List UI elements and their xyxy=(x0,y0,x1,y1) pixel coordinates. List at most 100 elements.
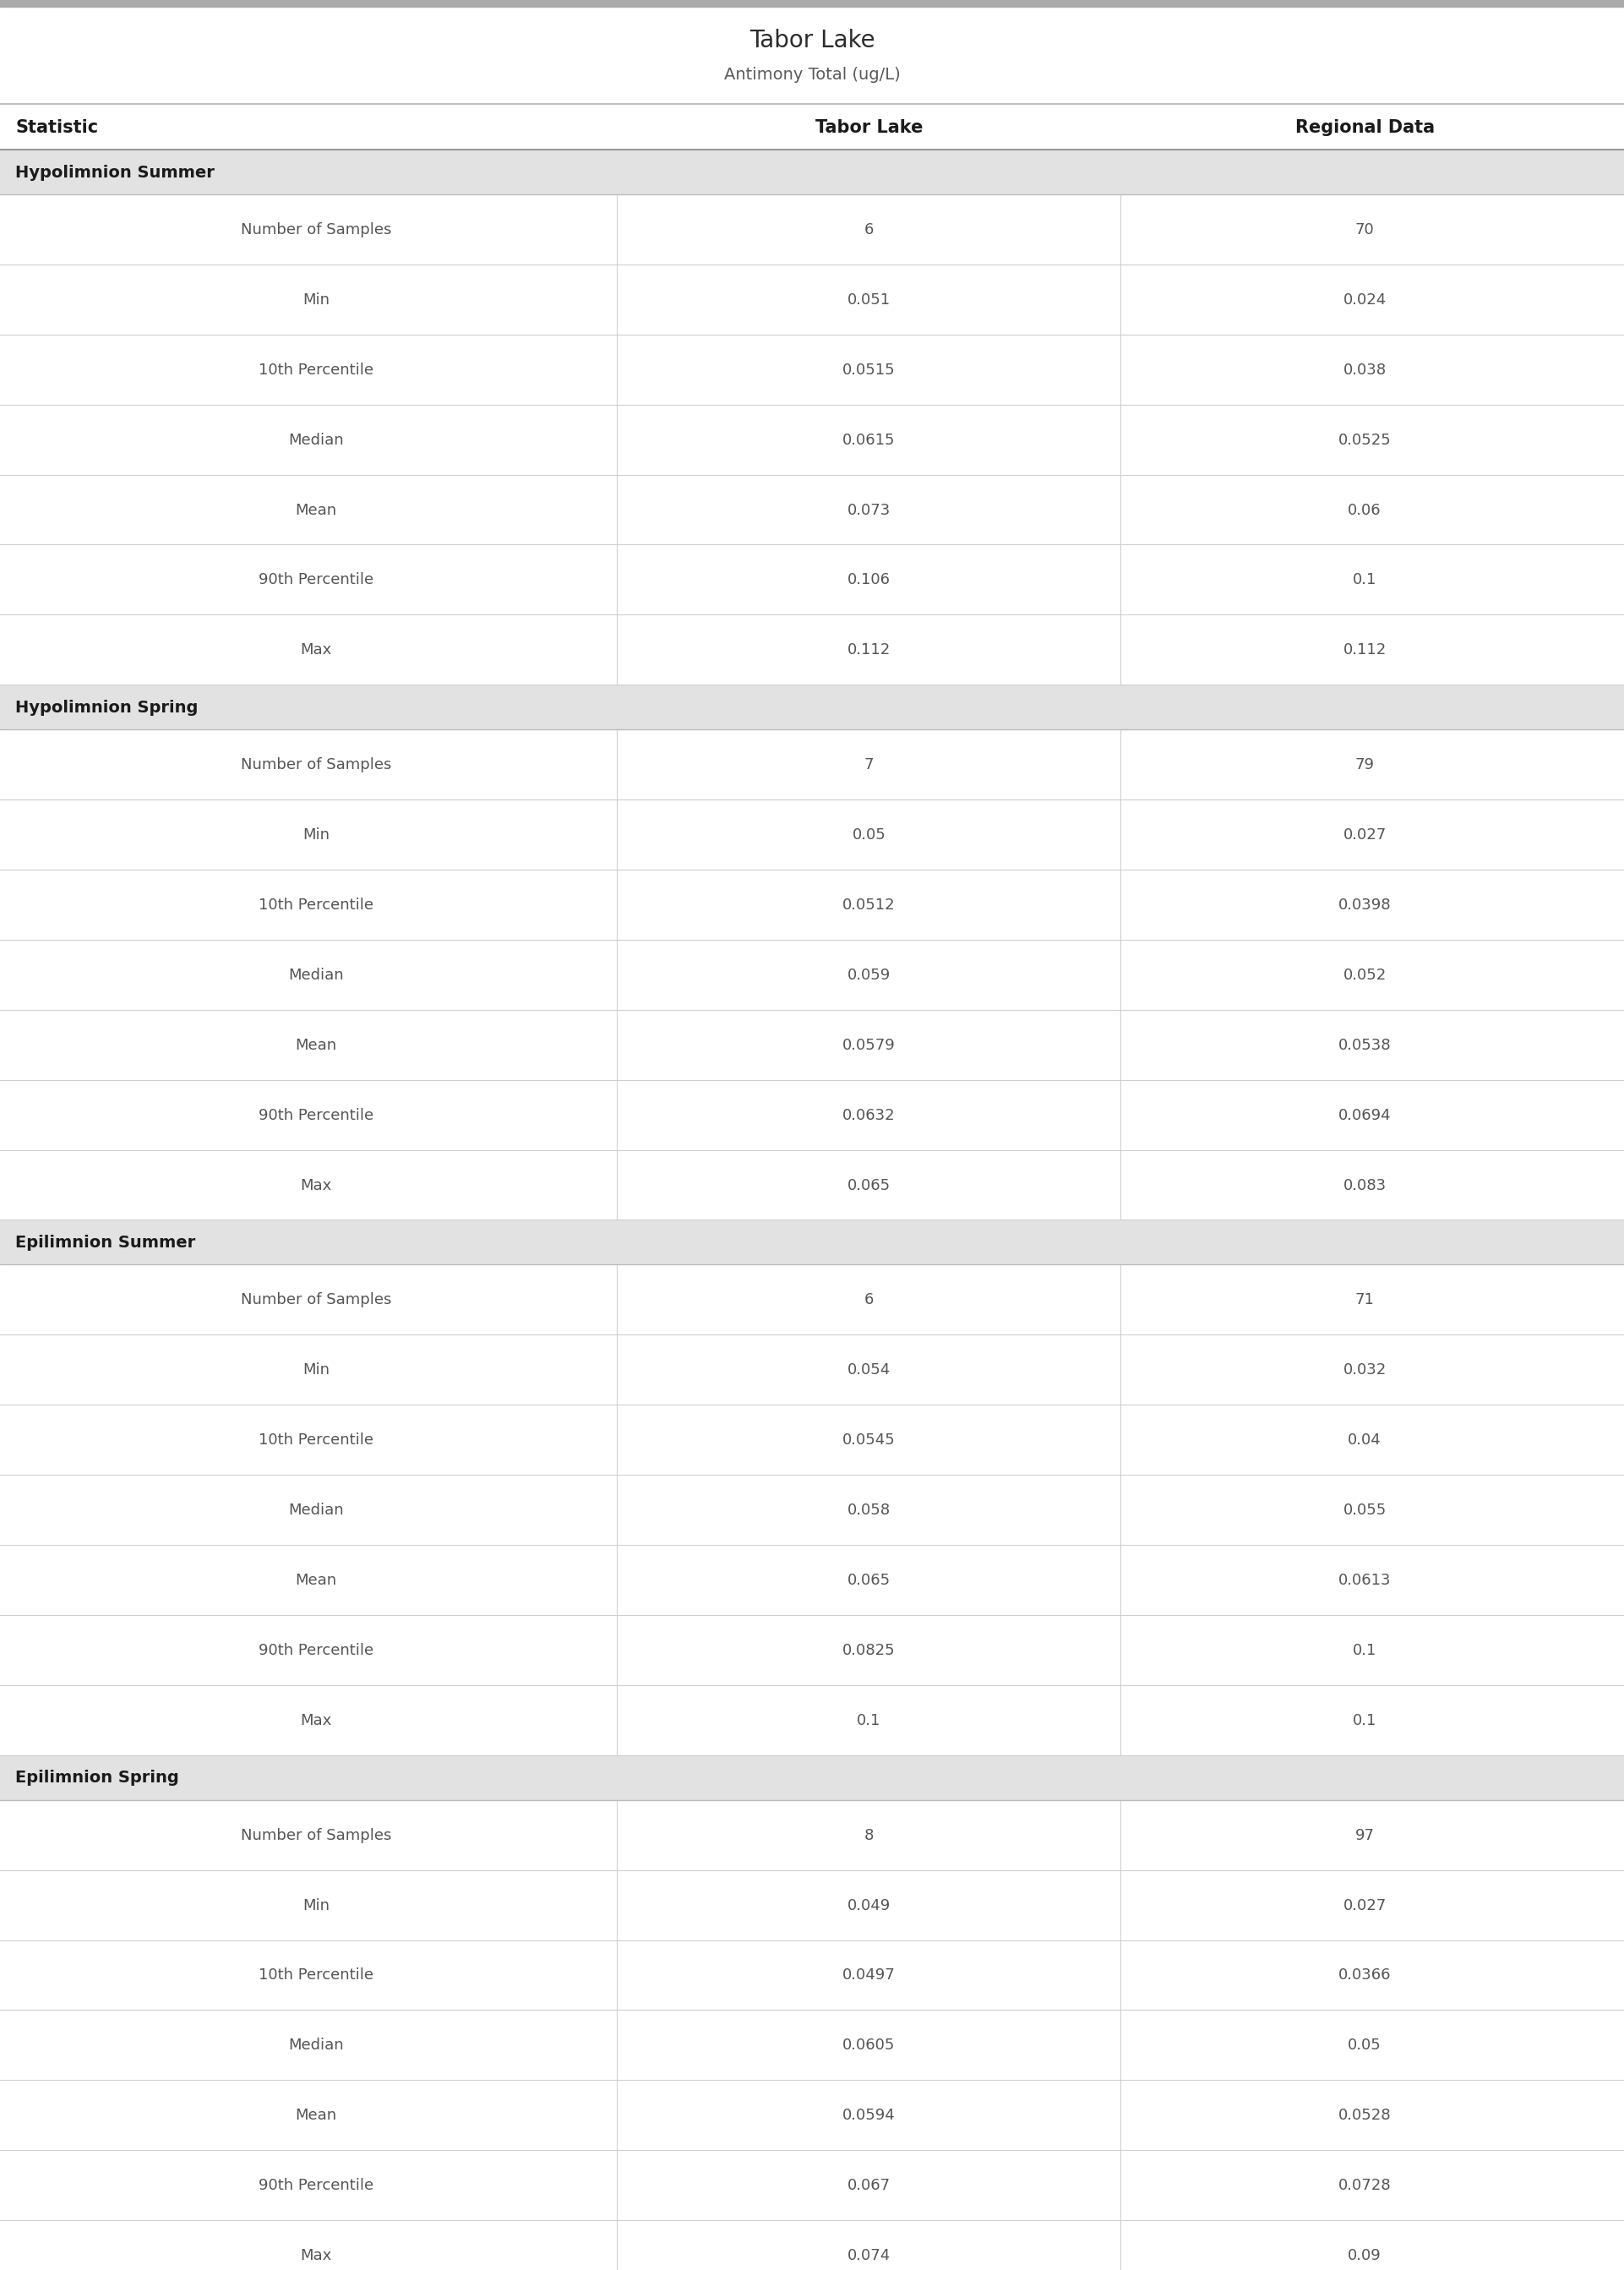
Bar xyxy=(0,406,1624,474)
Text: Max: Max xyxy=(300,2247,331,2263)
Text: Statistic: Statistic xyxy=(15,118,97,136)
Text: Median: Median xyxy=(289,1503,344,1519)
Text: 0.1: 0.1 xyxy=(857,1714,880,1727)
Text: 0.0512: 0.0512 xyxy=(843,897,895,913)
Text: 0.073: 0.073 xyxy=(848,502,890,518)
Bar xyxy=(0,150,1624,195)
Text: 0.0515: 0.0515 xyxy=(843,363,895,377)
Bar xyxy=(0,731,1624,799)
Text: 0.0538: 0.0538 xyxy=(1338,1037,1392,1053)
Bar xyxy=(0,1010,1624,1081)
Bar xyxy=(0,1800,1624,1870)
Text: 0.059: 0.059 xyxy=(848,967,890,983)
Text: Median: Median xyxy=(289,2038,344,2052)
Bar xyxy=(0,1151,1624,1219)
Text: 6: 6 xyxy=(864,1292,874,1308)
Text: 0.0694: 0.0694 xyxy=(1338,1108,1392,1124)
Text: 0.024: 0.024 xyxy=(1343,293,1387,306)
Text: 0.0398: 0.0398 xyxy=(1338,897,1392,913)
Text: 0.049: 0.049 xyxy=(848,1898,890,1914)
Text: 0.06: 0.06 xyxy=(1348,502,1382,518)
Text: 0.0594: 0.0594 xyxy=(843,2109,895,2122)
Text: 90th Percentile: 90th Percentile xyxy=(258,572,374,588)
Text: 10th Percentile: 10th Percentile xyxy=(258,1432,374,1448)
Text: 6: 6 xyxy=(864,222,874,238)
Text: 0.112: 0.112 xyxy=(1343,642,1387,658)
Text: 0.05: 0.05 xyxy=(1348,2038,1382,2052)
Text: Number of Samples: Number of Samples xyxy=(240,1292,391,1308)
Text: 90th Percentile: 90th Percentile xyxy=(258,1108,374,1124)
Text: 79: 79 xyxy=(1354,758,1374,772)
Text: 0.09: 0.09 xyxy=(1348,2247,1382,2263)
Text: 0.0366: 0.0366 xyxy=(1338,1968,1392,1984)
Text: 10th Percentile: 10th Percentile xyxy=(258,1968,374,1984)
Text: Hypolimnion Summer: Hypolimnion Summer xyxy=(15,163,214,179)
Text: Epilimnion Spring: Epilimnion Spring xyxy=(15,1771,179,1786)
Text: Regional Data: Regional Data xyxy=(1294,118,1434,136)
Text: Min: Min xyxy=(302,293,330,306)
Bar xyxy=(0,801,1624,869)
Bar xyxy=(0,1267,1624,1335)
Text: 0.0825: 0.0825 xyxy=(843,1643,895,1657)
Bar xyxy=(0,1405,1624,1476)
Text: 0.1: 0.1 xyxy=(1353,1643,1377,1657)
Text: Antimony Total (ug/L): Antimony Total (ug/L) xyxy=(724,66,900,82)
Text: Median: Median xyxy=(289,431,344,447)
Text: 90th Percentile: 90th Percentile xyxy=(258,2177,374,2193)
Text: 0.1: 0.1 xyxy=(1353,1714,1377,1727)
Bar xyxy=(0,7,1624,104)
Text: 90th Percentile: 90th Percentile xyxy=(258,1643,374,1657)
Text: Tabor Lake: Tabor Lake xyxy=(815,118,922,136)
Text: 8: 8 xyxy=(864,1827,874,1843)
Text: 0.055: 0.055 xyxy=(1343,1503,1387,1519)
Bar xyxy=(0,1335,1624,1405)
Text: Max: Max xyxy=(300,1178,331,1194)
Text: 0.027: 0.027 xyxy=(1343,829,1387,842)
Bar xyxy=(0,1081,1624,1151)
Bar xyxy=(0,1546,1624,1614)
Text: 0.1: 0.1 xyxy=(1353,572,1377,588)
Bar xyxy=(0,1616,1624,1684)
Text: 0.052: 0.052 xyxy=(1343,967,1387,983)
Text: Mean: Mean xyxy=(296,502,336,518)
Text: 71: 71 xyxy=(1354,1292,1374,1308)
Text: Number of Samples: Number of Samples xyxy=(240,1827,391,1843)
Text: 0.0525: 0.0525 xyxy=(1338,431,1392,447)
Text: Min: Min xyxy=(302,829,330,842)
Text: Number of Samples: Number of Samples xyxy=(240,758,391,772)
Text: Tabor Lake: Tabor Lake xyxy=(749,30,875,52)
Text: 0.106: 0.106 xyxy=(848,572,890,588)
Text: Number of Samples: Number of Samples xyxy=(240,222,391,238)
Text: Min: Min xyxy=(302,1898,330,1914)
Text: Epilimnion Summer: Epilimnion Summer xyxy=(15,1235,195,1251)
Text: Hypolimnion Spring: Hypolimnion Spring xyxy=(15,699,198,715)
Bar xyxy=(0,2082,1624,2150)
Text: Mean: Mean xyxy=(296,1573,336,1589)
Text: 0.0528: 0.0528 xyxy=(1338,2109,1392,2122)
Text: 0.074: 0.074 xyxy=(848,2247,890,2263)
Text: 0.04: 0.04 xyxy=(1348,1432,1382,1448)
Text: 0.0613: 0.0613 xyxy=(1338,1573,1392,1589)
Text: 0.027: 0.027 xyxy=(1343,1898,1387,1914)
Bar xyxy=(0,545,1624,615)
Text: 97: 97 xyxy=(1354,1827,1374,1843)
Text: 70: 70 xyxy=(1354,222,1374,238)
Text: 0.054: 0.054 xyxy=(848,1362,890,1378)
Bar xyxy=(0,1870,1624,1941)
Text: Mean: Mean xyxy=(296,2109,336,2122)
Text: Mean: Mean xyxy=(296,1037,336,1053)
Bar xyxy=(0,2220,1624,2270)
Text: 0.032: 0.032 xyxy=(1343,1362,1387,1378)
Bar xyxy=(0,615,1624,686)
Text: 0.058: 0.058 xyxy=(848,1503,890,1519)
Bar xyxy=(0,474,1624,545)
Bar xyxy=(0,1941,1624,2009)
Bar xyxy=(0,0,1624,7)
Text: 0.0728: 0.0728 xyxy=(1338,2177,1392,2193)
Bar xyxy=(0,1221,1624,1264)
Bar xyxy=(0,686,1624,729)
Text: 0.067: 0.067 xyxy=(848,2177,890,2193)
Text: 0.0579: 0.0579 xyxy=(843,1037,895,1053)
Text: 0.0605: 0.0605 xyxy=(843,2038,895,2052)
Text: 0.065: 0.065 xyxy=(848,1178,890,1194)
